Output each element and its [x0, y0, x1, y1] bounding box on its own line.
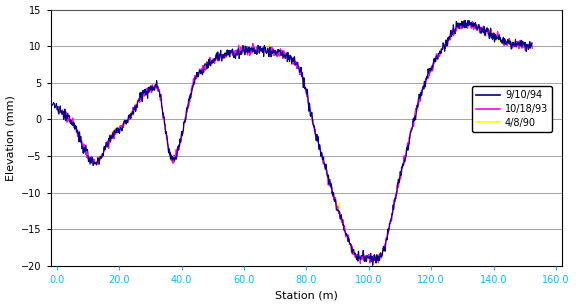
10/18/93	[90, 162, 97, 166]
10/18/93	[357, 262, 364, 265]
4/8/90	[265, 52, 272, 55]
Legend: 9/10/94, 10/18/93, 4/8/90: 9/10/94, 10/18/93, 4/8/90	[472, 86, 552, 132]
10/18/93	[529, 47, 536, 50]
4/8/90	[369, 263, 376, 267]
10/18/93	[461, 19, 468, 23]
Line: 4/8/90: 4/8/90	[41, 20, 532, 265]
9/10/94	[373, 263, 380, 266]
9/10/94	[529, 44, 536, 47]
9/10/94	[274, 50, 281, 53]
X-axis label: Station (m): Station (m)	[275, 290, 338, 300]
4/8/90	[461, 18, 468, 22]
4/8/90	[76, 136, 83, 140]
4/8/90	[38, 92, 45, 96]
10/18/93	[274, 54, 281, 58]
10/18/93	[255, 45, 262, 48]
Y-axis label: Elevation (mm): Elevation (mm)	[6, 95, 16, 181]
10/18/93	[109, 132, 116, 135]
10/18/93	[265, 47, 272, 51]
9/10/94	[255, 49, 262, 52]
10/18/93	[324, 172, 331, 176]
4/8/90	[317, 152, 324, 155]
9/10/94	[458, 20, 465, 24]
4/8/90	[246, 51, 253, 54]
9/10/94	[90, 162, 97, 166]
9/10/94	[265, 47, 272, 50]
Line: 10/18/93: 10/18/93	[57, 21, 532, 263]
4/8/90	[96, 162, 103, 166]
4/8/90	[256, 45, 263, 49]
9/10/94	[109, 133, 116, 137]
9/10/94	[54, 106, 60, 110]
Line: 9/10/94: 9/10/94	[57, 22, 532, 264]
4/8/90	[529, 41, 536, 45]
9/10/94	[324, 176, 331, 180]
10/18/93	[54, 107, 60, 111]
